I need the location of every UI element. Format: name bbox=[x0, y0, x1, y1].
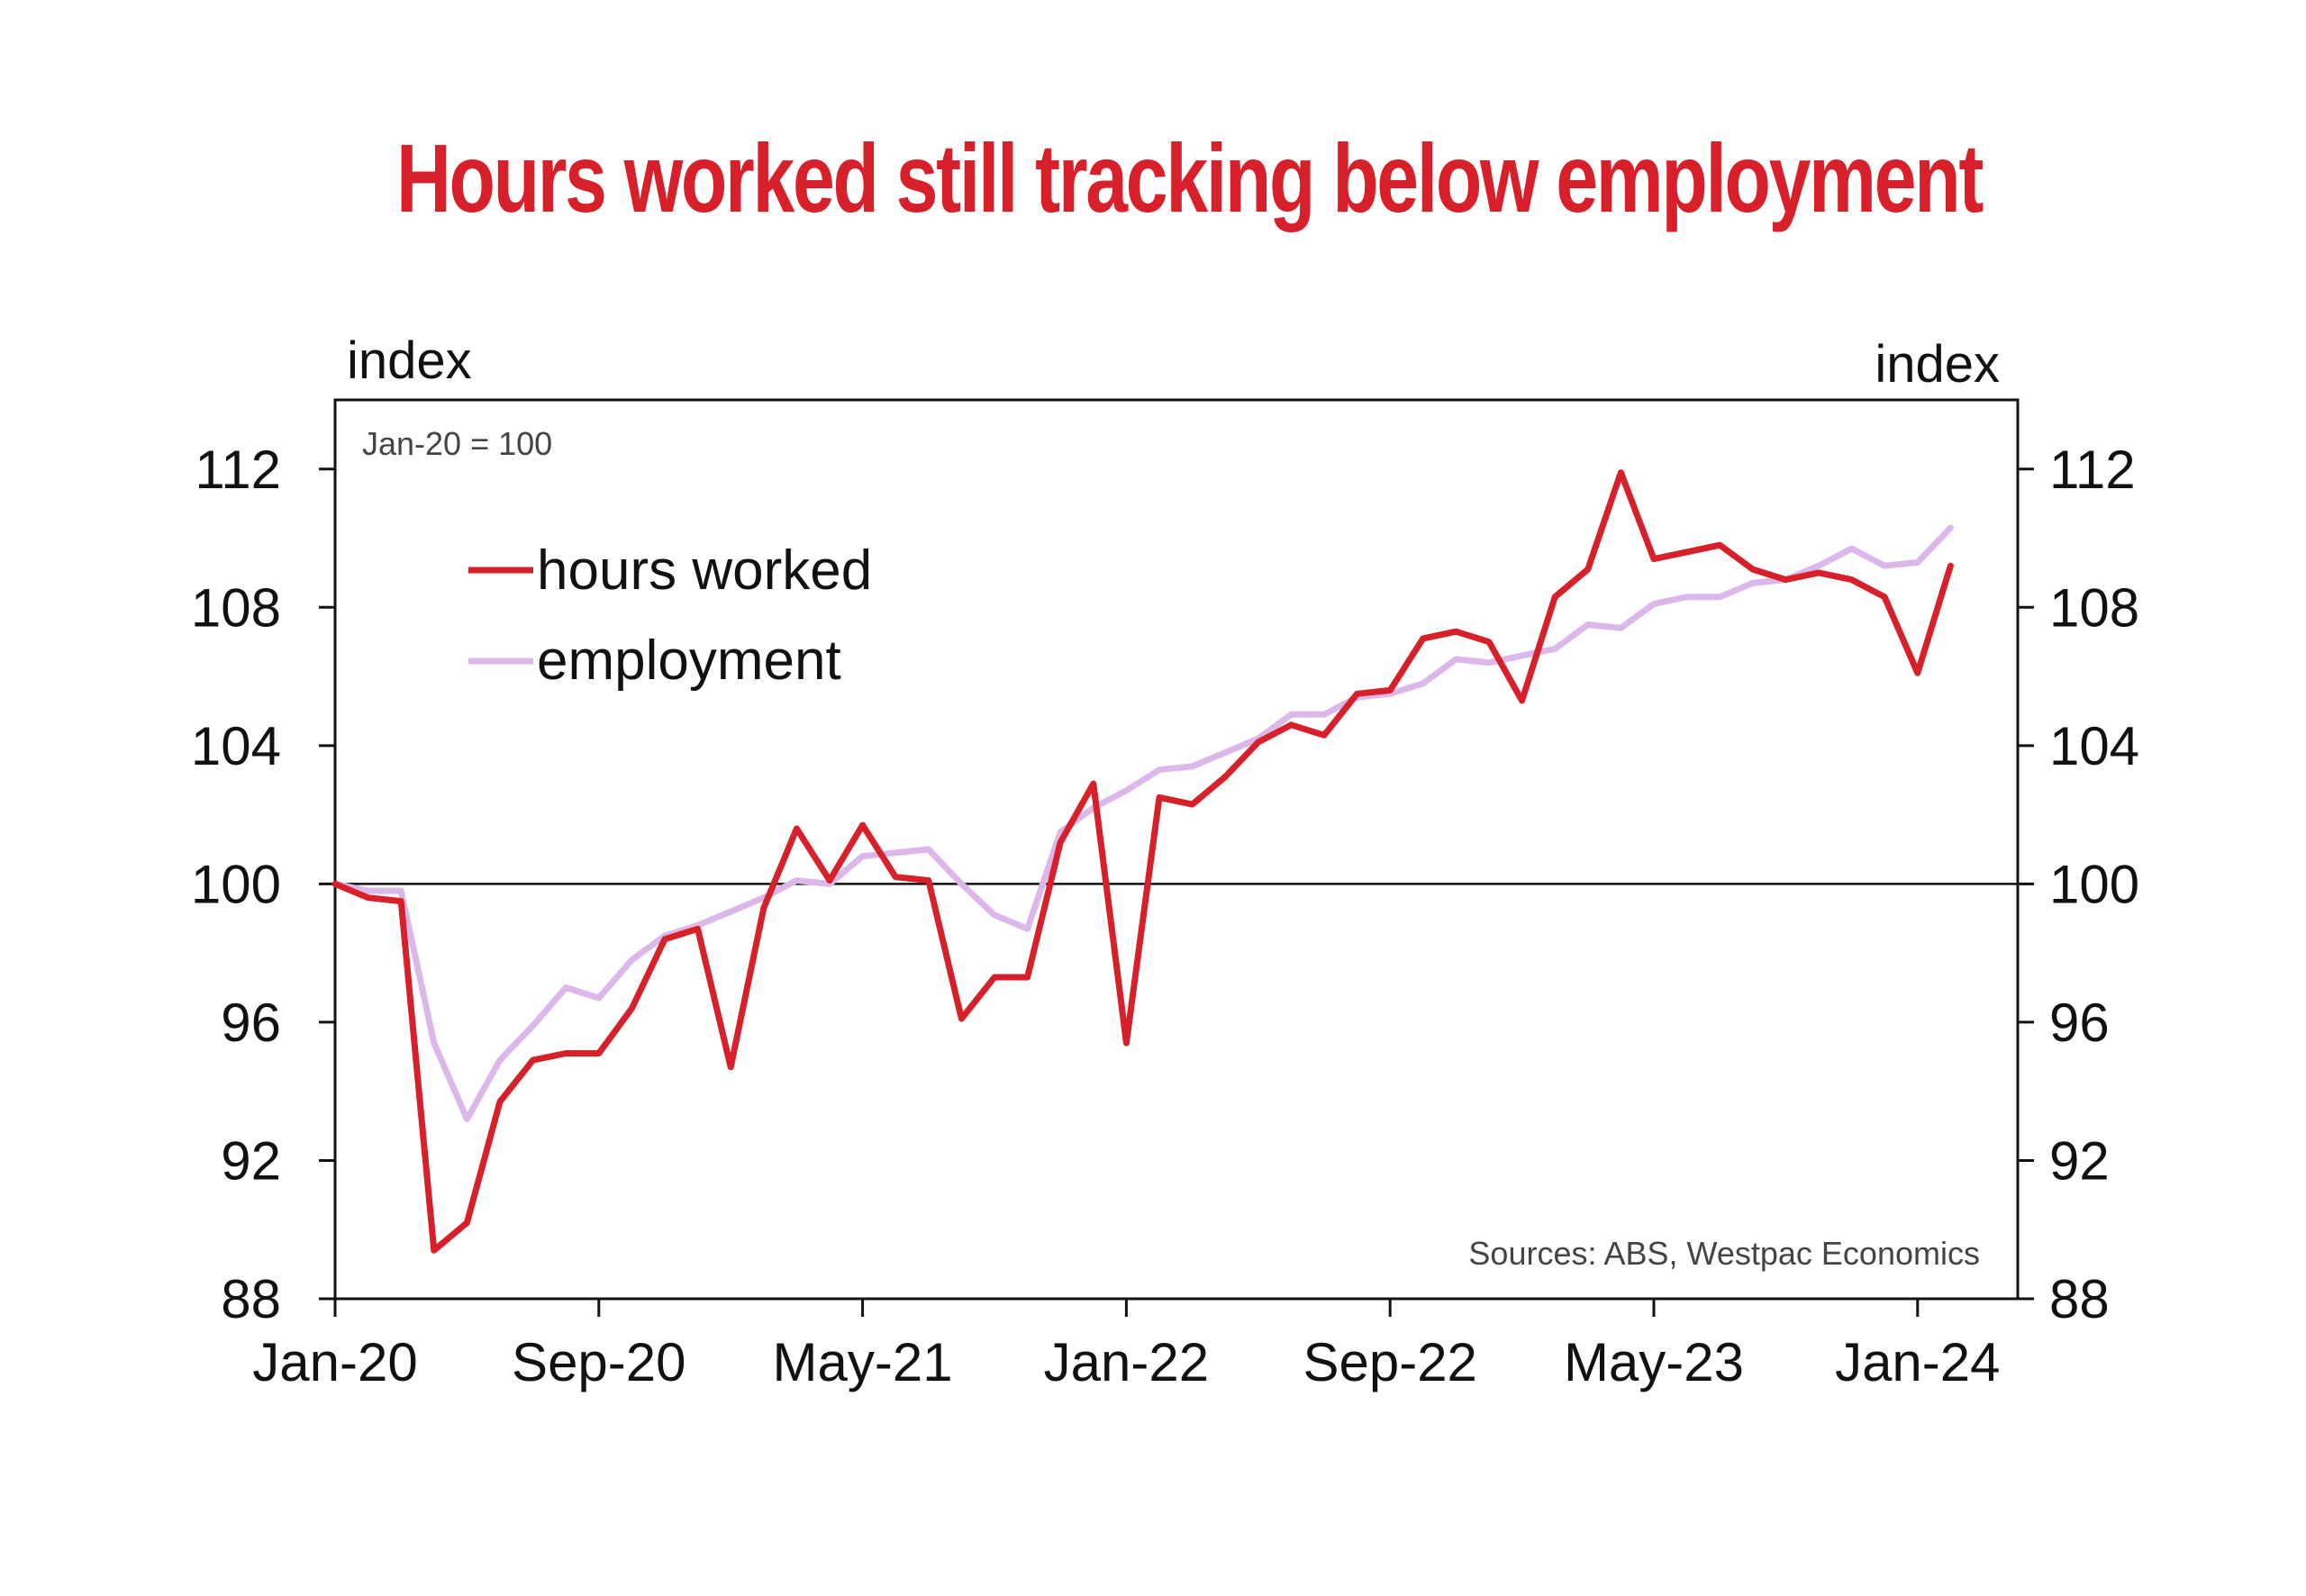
y-tick-label-right-88: 88 bbox=[2049, 1269, 2110, 1329]
y-axis-label-left: index bbox=[347, 331, 472, 390]
y-tick-label-right-104: 104 bbox=[2049, 716, 2139, 776]
base-period-note: Jan-20 = 100 bbox=[362, 425, 552, 462]
series-group bbox=[331, 469, 1954, 1254]
x-tick-label-Jan-22: Jan-22 bbox=[1044, 1332, 1209, 1392]
x-tick-label-Jan-20: Jan-20 bbox=[252, 1332, 417, 1392]
y-axis-label-right: index bbox=[1875, 335, 2000, 394]
y-tick-label-right-100: 100 bbox=[2049, 854, 2139, 914]
y-tick-label-left-92: 92 bbox=[221, 1130, 281, 1191]
x-tick-label-Sep-22: Sep-22 bbox=[1303, 1332, 1476, 1392]
y-tick-label-left-88: 88 bbox=[221, 1269, 281, 1329]
x-tick-label-Jan-24: Jan-24 bbox=[1835, 1332, 2000, 1392]
axes-group: 88 88 92 92 96 96 100 100 104 104 108 108 112 112 Jan-… bbox=[191, 440, 2139, 1392]
legend-label-hours-worked: hours worked bbox=[537, 540, 872, 602]
y-tick-label-right-108: 108 bbox=[2049, 577, 2139, 638]
chart-title: Hours worked still tracking below employ… bbox=[395, 123, 1984, 232]
series-line-hours-worked bbox=[331, 469, 1954, 1254]
y-tick-label-left-100: 100 bbox=[191, 854, 281, 914]
y-tick-label-left-104: 104 bbox=[191, 716, 281, 776]
y-tick-label-left-108: 108 bbox=[191, 577, 281, 638]
y-tick-label-right-92: 92 bbox=[2049, 1130, 2110, 1191]
y-tick-label-left-96: 96 bbox=[221, 993, 281, 1053]
legend-label-employment: employment bbox=[537, 630, 841, 692]
x-tick-label-Sep-20: Sep-20 bbox=[512, 1332, 685, 1392]
source-note: Sources: ABS, Westpac Economics bbox=[1468, 1235, 1980, 1272]
legend: hours worked employment bbox=[468, 540, 872, 692]
plot-area-frame bbox=[333, 398, 2020, 1301]
x-tick-label-May-21: May-21 bbox=[773, 1332, 953, 1392]
y-tick-label-left-112: 112 bbox=[195, 440, 281, 500]
y-tick-label-right-112: 112 bbox=[2049, 440, 2136, 500]
x-tick-label-May-23: May-23 bbox=[1564, 1332, 1744, 1392]
series-line-employment bbox=[331, 524, 1954, 1122]
y-tick-label-right-96: 96 bbox=[2049, 993, 2110, 1053]
